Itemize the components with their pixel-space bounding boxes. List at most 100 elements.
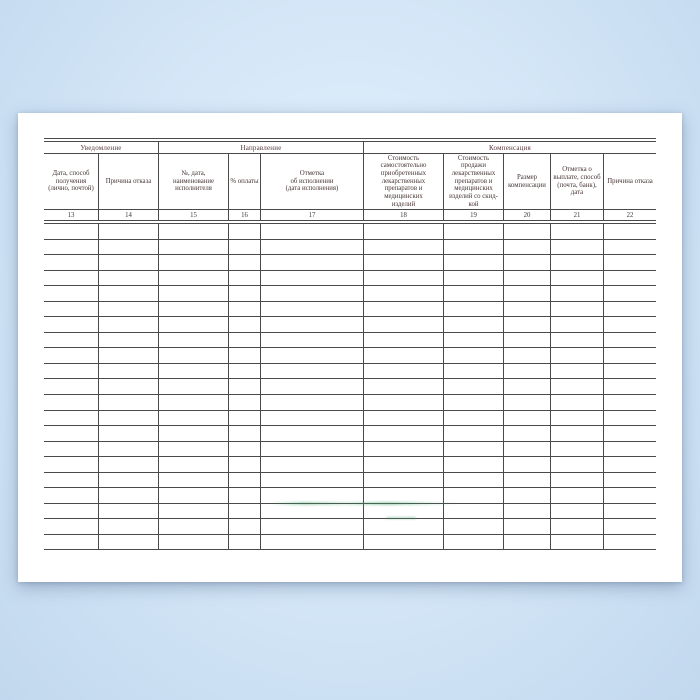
body-cell — [503, 379, 550, 395]
body-cell — [363, 301, 443, 317]
body-cell — [158, 239, 228, 255]
body-cell — [503, 286, 550, 301]
body-cell — [228, 534, 260, 550]
table-top-double-rule — [44, 138, 656, 142]
body-cell — [603, 503, 656, 519]
table-row — [44, 519, 656, 535]
body-cell — [98, 441, 158, 457]
column-header-16: % оплаты — [228, 154, 260, 209]
body-cell — [158, 441, 228, 457]
body-cell — [443, 301, 503, 317]
table-row — [44, 410, 656, 427]
body-cell — [603, 332, 656, 348]
body-cell — [503, 519, 550, 534]
body-cell — [603, 270, 656, 286]
body-cell — [228, 488, 260, 503]
body-cell — [98, 503, 158, 519]
body-cell — [503, 534, 550, 550]
column-header-13: Дата, способ получения (лично, почтой) — [48, 170, 94, 193]
table-body — [44, 224, 656, 551]
column-header-19: Стоимость продажи лекарственных препарат… — [443, 154, 503, 209]
body-cell — [443, 519, 503, 534]
body-cell — [260, 534, 363, 550]
scanned-form-page: Уведомление Направление Компенсация Дата… — [18, 113, 682, 582]
body-cell — [260, 503, 363, 519]
body-cell — [503, 255, 550, 270]
body-cell — [550, 379, 603, 395]
body-cell — [44, 504, 98, 519]
body-cell — [228, 503, 260, 519]
body-cell — [550, 503, 603, 519]
body-cell — [260, 472, 363, 488]
body-cell — [363, 488, 443, 503]
column-number-row: 13 14 15 16 17 18 19 20 21 22 — [44, 210, 656, 220]
body-cell — [98, 317, 158, 332]
body-cell — [603, 255, 656, 270]
body-cell — [228, 363, 260, 379]
body-cell — [260, 363, 363, 379]
body-cell — [158, 286, 228, 301]
body-cell — [44, 473, 98, 488]
body-cell — [260, 317, 363, 332]
body-cell — [603, 286, 656, 301]
table-row — [44, 441, 656, 458]
body-cell — [363, 472, 443, 488]
column-header-18: Стоимость самостоятельно приобретенных л… — [363, 154, 443, 209]
body-cell — [443, 363, 503, 379]
column-number-20: 20 — [503, 210, 550, 220]
body-cell — [503, 441, 550, 457]
numbers-bottom-double-rule — [44, 220, 656, 224]
table-row — [44, 534, 656, 551]
body-cell — [550, 239, 603, 255]
body-cell — [363, 270, 443, 286]
body-cell — [260, 348, 363, 363]
body-cell — [443, 239, 503, 255]
body-cell — [603, 472, 656, 488]
body-cell — [503, 410, 550, 426]
body-cell — [443, 534, 503, 550]
body-cell — [158, 503, 228, 519]
body-cell — [44, 426, 98, 441]
body-cell — [44, 411, 98, 426]
body-cell — [98, 363, 158, 379]
body-cell — [98, 534, 158, 550]
body-cell — [260, 224, 363, 239]
table-row — [44, 488, 656, 504]
body-cell — [443, 503, 503, 519]
body-cell — [228, 426, 260, 441]
body-cell — [603, 317, 656, 332]
body-cell — [443, 410, 503, 426]
table-row — [44, 348, 656, 364]
body-cell — [363, 286, 443, 301]
body-cell — [98, 224, 158, 239]
body-cell — [158, 332, 228, 348]
body-cell — [443, 488, 503, 503]
column-header-15: №, дата, наименование исполнителя — [158, 154, 228, 209]
body-cell — [603, 224, 656, 239]
body-cell — [98, 379, 158, 395]
body-cell — [44, 333, 98, 348]
body-cell — [44, 535, 98, 550]
body-cell — [44, 302, 98, 317]
body-cell — [550, 301, 603, 317]
table-row — [44, 503, 656, 520]
body-cell — [260, 239, 363, 255]
body-cell — [228, 348, 260, 363]
body-cell — [550, 426, 603, 441]
body-cell — [503, 317, 550, 332]
body-cell — [260, 395, 363, 410]
body-cell — [550, 270, 603, 286]
body-cell — [158, 519, 228, 534]
table-row — [44, 472, 656, 489]
body-cell — [44, 271, 98, 286]
body-cell — [98, 255, 158, 270]
body-cell — [603, 534, 656, 550]
body-cell — [158, 255, 228, 270]
body-cell — [158, 395, 228, 410]
body-cell — [228, 317, 260, 332]
body-cell — [550, 472, 603, 488]
group-header-uvedomlenie: Уведомление — [80, 143, 122, 152]
body-cell — [260, 410, 363, 426]
body-cell — [363, 519, 443, 534]
